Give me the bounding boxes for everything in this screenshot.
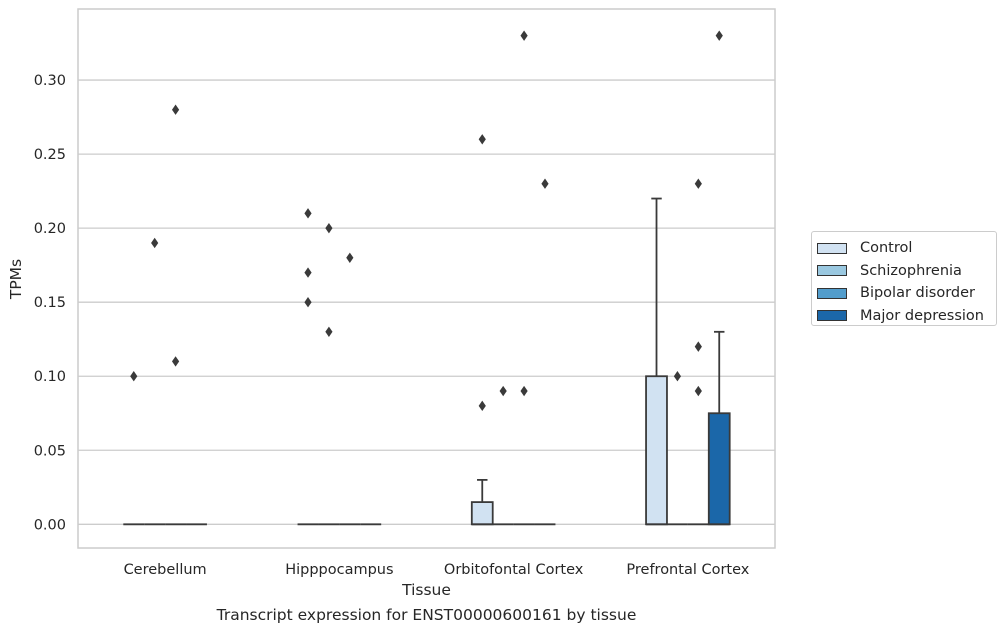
legend-swatch xyxy=(817,242,847,254)
outlier-point xyxy=(673,371,682,382)
plot-boxes xyxy=(123,30,731,526)
outlier-point xyxy=(130,371,138,382)
legend-label: Control xyxy=(860,240,913,257)
y-tick-label: 0.05 xyxy=(34,443,66,459)
y-tick-label: 0.20 xyxy=(34,221,66,237)
box xyxy=(707,412,731,526)
outlier-point xyxy=(499,385,507,397)
legend-swatch xyxy=(817,310,847,322)
outlier-point xyxy=(694,341,702,352)
outlier-point xyxy=(715,30,723,41)
legend-item-bipolar-disorder: Bipolar disorder xyxy=(817,282,996,305)
legend-label: Schizophrenia xyxy=(860,262,962,279)
outlier-point xyxy=(171,104,180,115)
box xyxy=(470,501,494,526)
y-axis-ticks: 0.00 0.05 0.10 0.15 0.20 0.25 0.30 xyxy=(34,73,66,533)
outlier-point xyxy=(694,385,702,397)
y-tick-label: 0.25 xyxy=(34,147,66,163)
x-axis-label: Tissue xyxy=(401,581,451,599)
outlier-point xyxy=(694,178,702,189)
y-tick-label: 0.30 xyxy=(34,73,66,89)
y-tick-label: 0.15 xyxy=(34,295,66,311)
outlier-point xyxy=(304,267,312,278)
chart-caption: Transcript expression for ENST0000060016… xyxy=(216,606,637,624)
legend-item-schizophrenia: Schizophrenia xyxy=(817,260,996,283)
y-axis-label: TPMs xyxy=(7,259,25,300)
x-tick-label: Prefrontal Cortex xyxy=(626,562,749,578)
outlier-point xyxy=(478,134,486,145)
legend-swatch xyxy=(817,265,847,277)
legend-label: Bipolar disorder xyxy=(860,285,975,302)
x-tick-label: Hipppocampus xyxy=(285,562,393,578)
outlier-point xyxy=(346,252,354,263)
x-tick-label: Cerebellum xyxy=(124,562,207,578)
legend-item-major-depression: Major depression xyxy=(817,305,996,328)
outlier-point xyxy=(304,296,312,308)
y-tick-label: 0.00 xyxy=(34,517,66,533)
box xyxy=(645,375,668,526)
x-axis-ticks: Cerebellum Hipppocampus Orbitofontal Corte… xyxy=(124,562,750,578)
plot-frame xyxy=(77,8,776,549)
x-tick-label: Orbitofontal Cortex xyxy=(444,562,584,578)
legend-item-control: Control xyxy=(817,237,996,260)
outlier-point xyxy=(520,385,528,397)
grid-lines xyxy=(78,79,775,525)
outlier-point xyxy=(171,356,180,367)
outlier-point xyxy=(541,178,549,189)
y-tick-label: 0.10 xyxy=(34,369,66,385)
outlier-point xyxy=(325,326,333,338)
legend-label: Major depression xyxy=(860,307,984,324)
outlier-point xyxy=(520,30,528,41)
outlier-point xyxy=(478,400,486,412)
outlier-point xyxy=(151,237,159,249)
outlier-point xyxy=(304,208,312,219)
outlier-point xyxy=(325,222,333,234)
legend-swatch xyxy=(817,287,847,299)
legend: Control Schizophrenia Bipolar disorder M… xyxy=(811,231,997,326)
